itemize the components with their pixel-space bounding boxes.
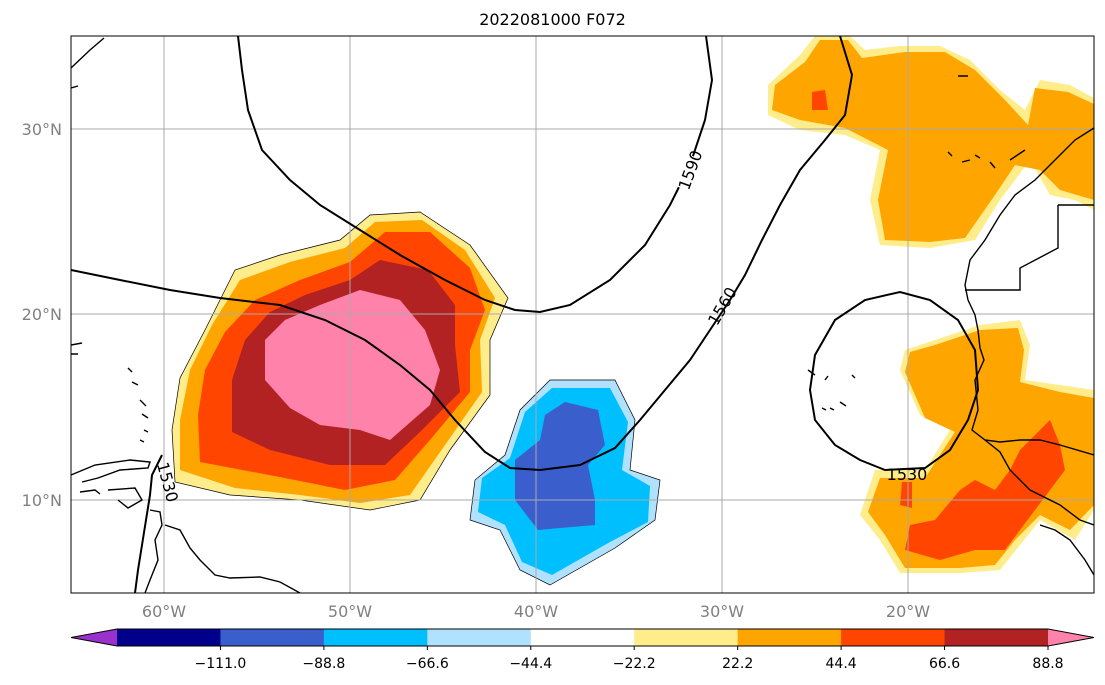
positive-anomaly-west: [171, 211, 509, 511]
lat-tick-20n: 20°N: [22, 305, 62, 324]
colorbar-segment: [944, 629, 1049, 646]
colorbar-segment: [117, 629, 221, 646]
lon-tick-60w: 60°W: [142, 602, 186, 621]
colorbar-segment: [323, 629, 428, 646]
negative-anomaly-central: [469, 379, 661, 586]
colorbar-extend-min: [71, 629, 117, 646]
colorbar-tick-label: −88.8: [302, 656, 345, 672]
colorbar-extend-max: [1048, 629, 1094, 646]
colorbar-outline: [70, 628, 1095, 647]
lon-tick-50w: 50°W: [328, 602, 372, 621]
colorbar-segment: [841, 629, 946, 646]
colorbar-tick-label: −22.2: [613, 656, 656, 672]
lat-tick-10n: 10°N: [22, 491, 62, 510]
map-frame: [70, 35, 1095, 594]
colorbar-tick-label: 88.8: [1032, 656, 1063, 672]
colorbar-segment: [220, 629, 325, 646]
colorbar-tick-label: −66.6: [406, 656, 449, 672]
colorbar-segment: [530, 629, 635, 646]
colorbar-segment: [427, 629, 532, 646]
axis-labels: 60°W 50°W 40°W 30°W 20°W 30°N 20°N 10°N: [22, 120, 931, 621]
contour-label-1530-east: 1530: [887, 465, 928, 484]
map-title: 2022081000 F072: [479, 10, 626, 29]
lon-tick-20w: 20°W: [886, 602, 930, 621]
map-panel: 1590 1560 1530 1530: [71, 36, 1094, 593]
positive-anomaly-southeast: [860, 320, 1094, 573]
colorbar: −111.0 −88.8 −66.6 −44.4 −22.2 22.2 44.4 66.6 88…: [70, 628, 1095, 672]
colorbar-tick-label: −44.4: [509, 656, 552, 672]
colorbar-segment: [737, 629, 842, 646]
gridlines: [71, 36, 1094, 593]
lon-tick-40w: 40°W: [514, 602, 558, 621]
coastlines: [71, 37, 1094, 593]
colorbar-tick-label: 22.2: [722, 656, 753, 672]
colorbar-segment: [634, 629, 739, 646]
colorbar-tick-label: 66.6: [929, 656, 960, 672]
lat-tick-30n: 30°N: [22, 120, 62, 139]
colorbar-tick-label: 44.4: [826, 656, 857, 672]
lon-tick-30w: 30°W: [700, 602, 744, 621]
colorbar-tick-label: −111.0: [195, 656, 247, 672]
